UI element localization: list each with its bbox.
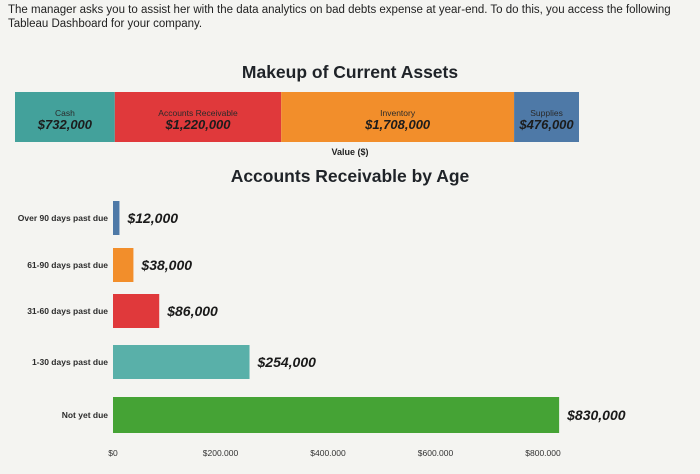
x-tick-label: $400.000 [310, 448, 346, 458]
value-label-31-60-days-past-due: $86,000 [166, 303, 218, 319]
segment-label-inventory: Inventory [380, 108, 416, 118]
bar-1-30-days-past-due [113, 345, 250, 379]
segment-value-inventory: $1,708,000 [364, 117, 431, 132]
segment-value-supplies: $476,000 [518, 117, 574, 132]
segment-value-cash: $732,000 [37, 117, 93, 132]
segment-inventory [281, 92, 515, 142]
category-label-61-90-days-past-due: 61-90 days past due [27, 260, 108, 270]
segment-label-cash: Cash [55, 108, 75, 118]
instructions-text: The manager asks you to assist her with … [8, 4, 671, 30]
x-tick-label: $800.000 [525, 448, 561, 458]
segment-cash [15, 92, 115, 142]
x-tick-label: $200.000 [203, 448, 239, 458]
value-label-1-30-days-past-due: $254,000 [257, 354, 317, 370]
x-tick-label: $0 [108, 448, 118, 458]
category-label-1-30-days-past-due: 1-30 days past due [32, 357, 108, 367]
segment-label-accounts-receivable: Accounts Receivable [158, 108, 238, 118]
assets-axis-label: Value ($) [331, 147, 369, 157]
category-label-over-90-days-past-due: Over 90 days past due [18, 213, 109, 223]
ar-chart-title: Accounts Receivable by Age [230, 166, 470, 186]
value-label-not-yet-due: $830,000 [566, 407, 626, 423]
category-label-not-yet-due: Not yet due [62, 410, 109, 420]
category-label-31-60-days-past-due: 31-60 days past due [27, 306, 108, 316]
value-label-over-90-days-past-due: $12,000 [126, 210, 178, 226]
segment-label-supplies: Supplies [530, 108, 563, 118]
bar-61-90-days-past-due [113, 248, 134, 282]
bar-not-yet-due [113, 397, 560, 433]
segment-accounts-receivable [114, 92, 282, 142]
segment-value-accounts-receivable: $1,220,000 [164, 117, 231, 132]
bar-31-60-days-past-due [113, 294, 160, 328]
value-label-61-90-days-past-due: $38,000 [140, 257, 192, 273]
segment-supplies [514, 92, 579, 142]
assets-chart-title: Makeup of Current Assets [241, 62, 459, 82]
bar-over-90-days-past-due [113, 201, 120, 235]
x-tick-label: $600.000 [418, 448, 454, 458]
